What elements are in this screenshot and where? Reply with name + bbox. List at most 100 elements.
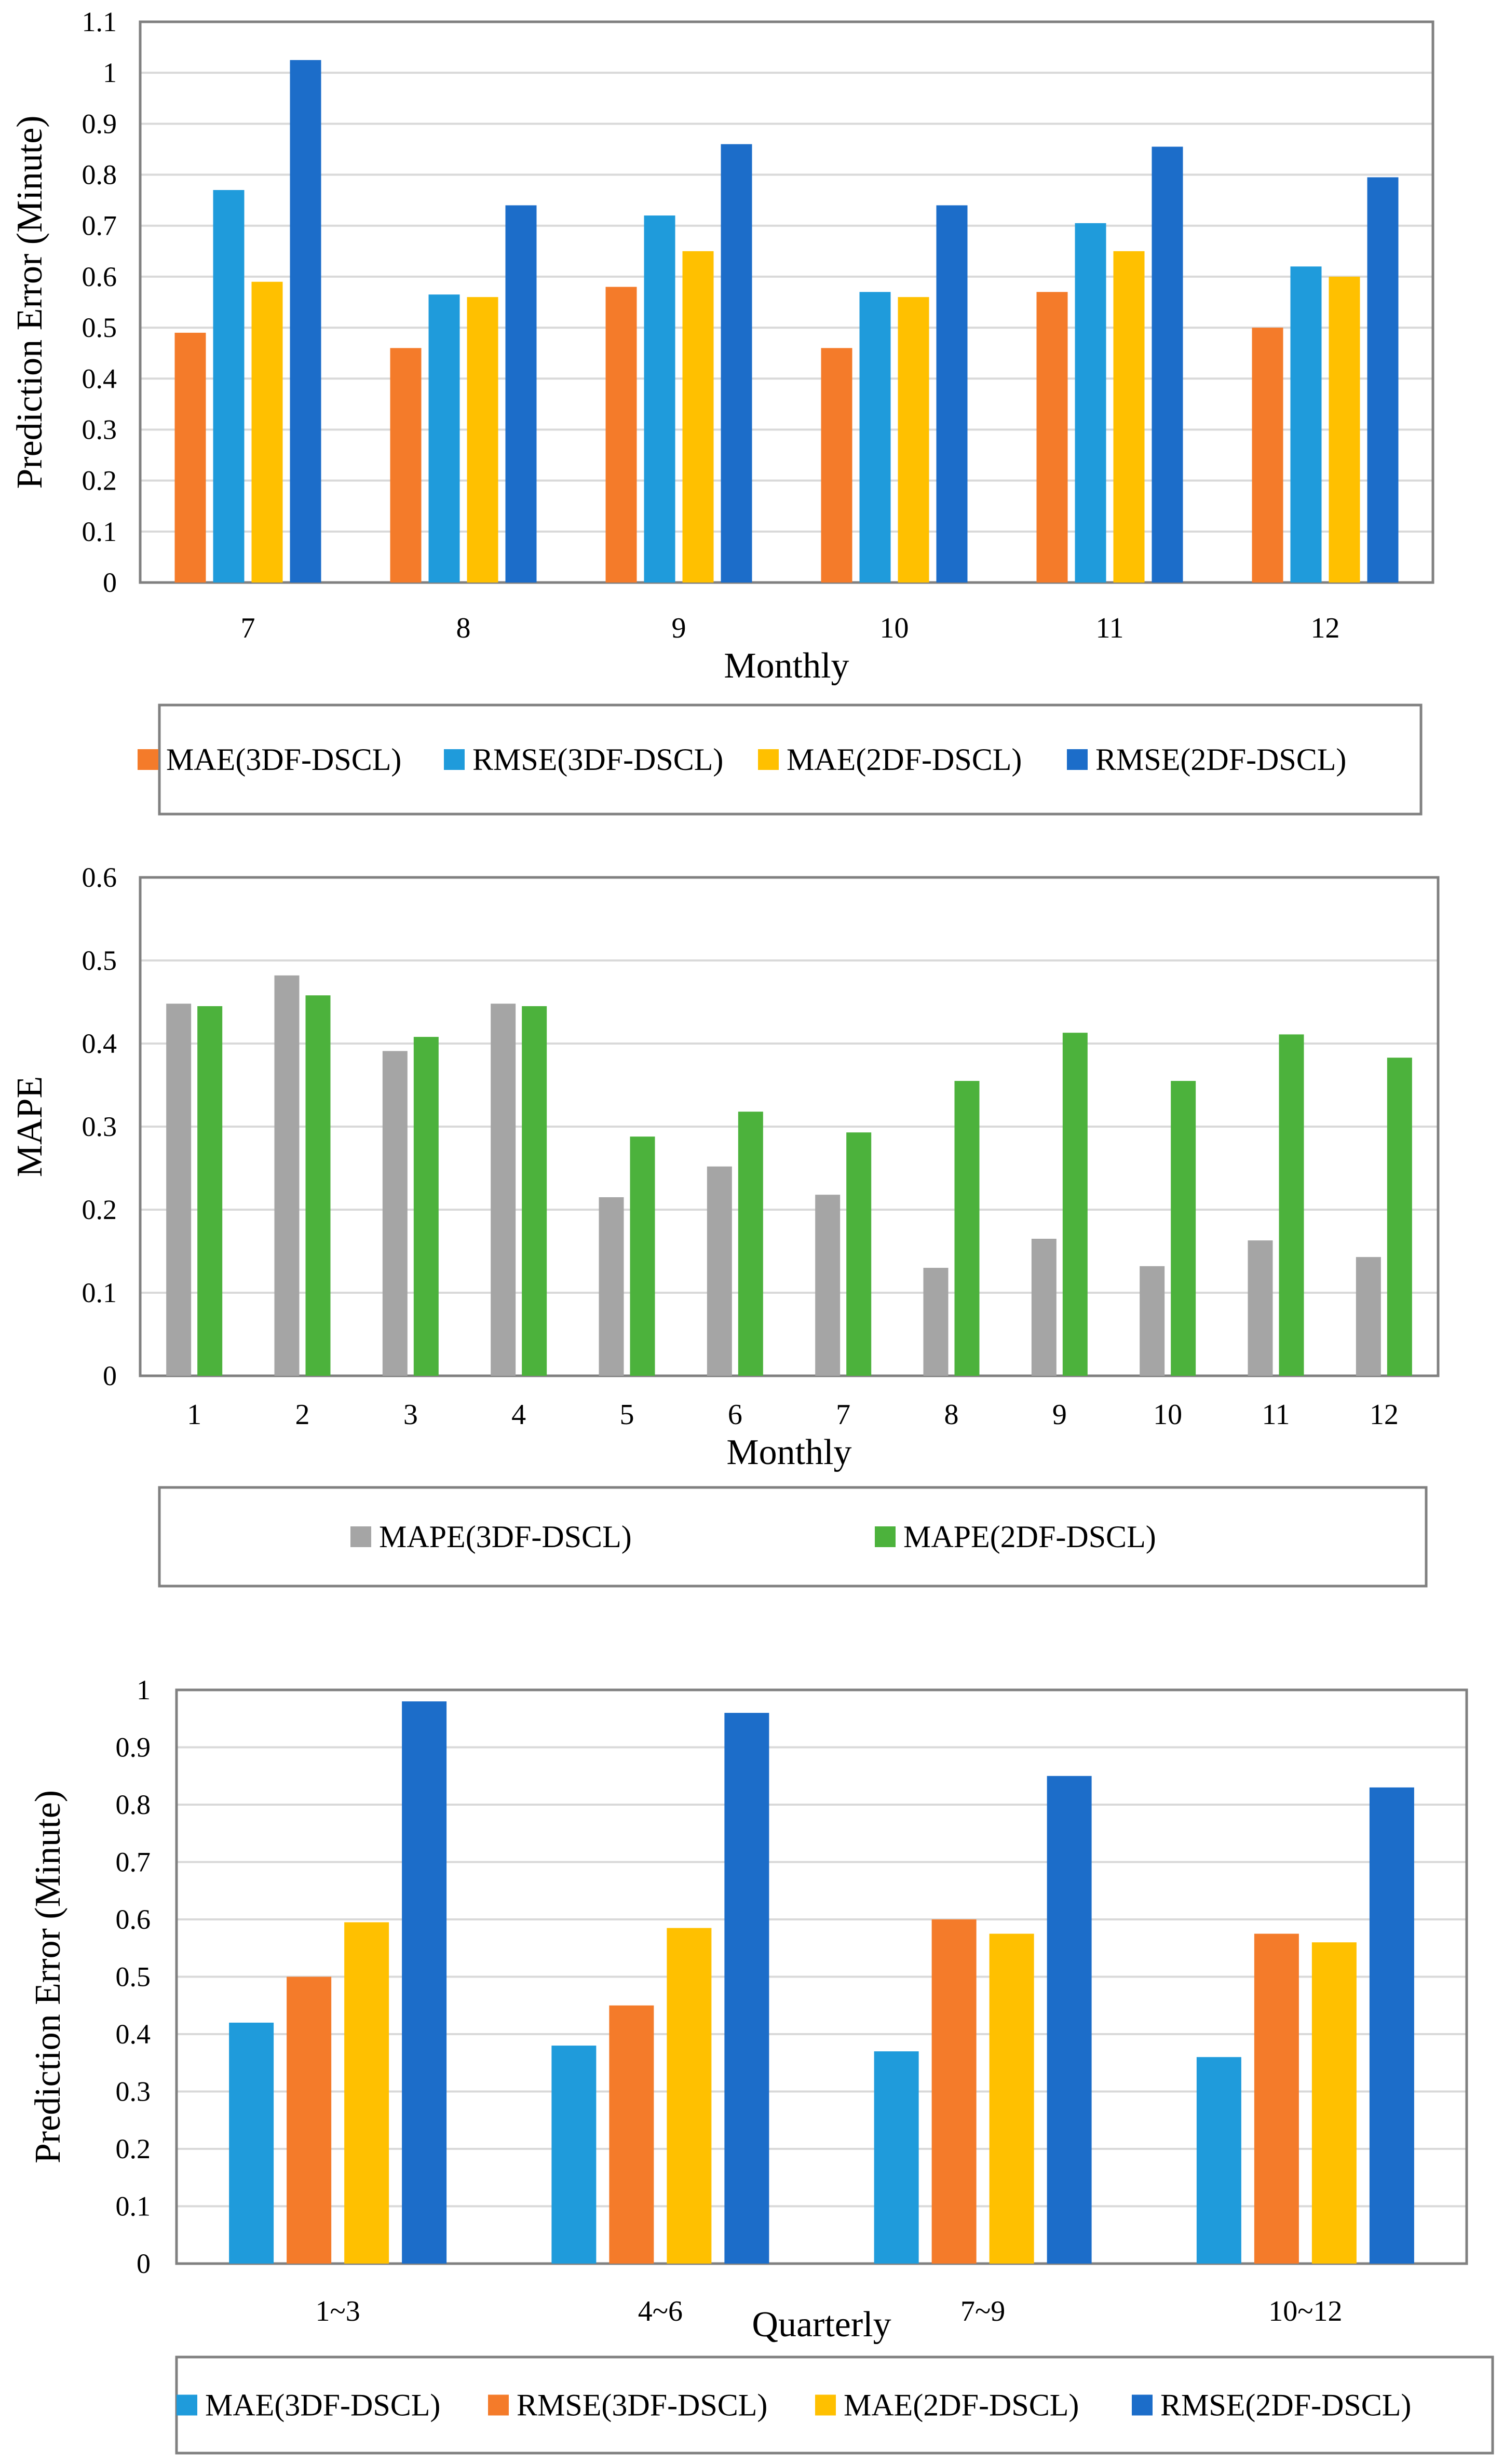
x-tick-label: 8: [456, 612, 471, 644]
legend-label: MAE(3DF-DSCL): [166, 742, 401, 777]
bar: [1254, 1933, 1299, 2264]
bar: [605, 287, 637, 583]
bar: [1311, 1942, 1357, 2264]
legend-label: MAPE(3DF-DSCL): [379, 1520, 632, 1554]
bar: [667, 1928, 712, 2264]
x-tick-label: 12: [1311, 612, 1340, 644]
bar: [931, 1919, 977, 2264]
y-tick-label: 0.4: [82, 1028, 117, 1059]
bar: [1062, 1033, 1088, 1376]
bar: [1036, 292, 1068, 583]
bar: [287, 1976, 332, 2264]
bar: [707, 1166, 732, 1376]
x-axis-title: Monthly: [724, 646, 849, 686]
y-tick-label: 0.9: [82, 108, 117, 139]
y-tick-label: 0.1: [116, 2191, 151, 2222]
y-tick-label: 0.3: [82, 1111, 117, 1142]
x-tick-label: 1~3: [315, 2295, 360, 2327]
legend-label: MAPE(2DF-DSCL): [903, 1520, 1156, 1554]
y-tick-label: 0.2: [82, 465, 117, 496]
bar: [491, 1004, 516, 1376]
bar: [1367, 177, 1399, 583]
x-tick-label: 10: [880, 612, 909, 644]
bar: [1279, 1034, 1304, 1376]
y-tick-label: 0.7: [116, 1847, 151, 1878]
y-tick-label: 1.1: [82, 6, 117, 37]
legend-label: MAE(2DF-DSCL): [787, 742, 1022, 777]
bar: [1196, 2057, 1241, 2264]
y-axis-title: Prediction Error (Minute): [28, 1790, 68, 2163]
legend-swatch: [177, 2394, 197, 2416]
x-axis-title: Monthly: [726, 1432, 851, 1472]
bar: [898, 297, 929, 583]
legend-label: RMSE(3DF-DSCL): [472, 742, 723, 777]
x-tick-label: 10~12: [1268, 2295, 1342, 2327]
bar: [1248, 1240, 1273, 1376]
y-tick-label: 0.6: [82, 261, 117, 292]
bar: [609, 2005, 654, 2264]
x-axis-title: Quarterly: [752, 2305, 891, 2345]
x-tick-label: 7: [836, 1399, 850, 1431]
y-tick-label: 0.5: [82, 945, 117, 976]
y-axis-title: MAPE: [10, 1076, 50, 1177]
bar: [290, 60, 321, 583]
legend-swatch: [1132, 2394, 1153, 2416]
y-tick-label: 0.1: [82, 1277, 117, 1308]
bar: [821, 348, 852, 583]
bar: [229, 2022, 274, 2264]
bar: [522, 1006, 547, 1376]
bar: [1356, 1257, 1381, 1376]
bar: [1171, 1081, 1196, 1376]
y-tick-label: 0: [137, 2248, 151, 2279]
legend-label: RMSE(2DF-DSCL): [1160, 2388, 1411, 2422]
bar: [1252, 328, 1283, 583]
bar: [344, 1922, 389, 2264]
bar: [599, 1197, 624, 1376]
legend-swatch: [875, 1526, 896, 1547]
y-tick-label: 0: [103, 1360, 117, 1391]
y-tick-label: 0.3: [116, 2076, 151, 2107]
x-tick-label: 2: [295, 1399, 310, 1431]
bar: [1369, 1787, 1414, 2264]
y-tick-label: 0.7: [82, 210, 117, 241]
y-tick-label: 0.4: [116, 2019, 151, 2050]
bar: [505, 205, 537, 583]
x-tick-label: 8: [944, 1399, 959, 1431]
legend-swatch: [1067, 749, 1088, 770]
bar: [1152, 146, 1183, 583]
bar: [954, 1081, 980, 1376]
y-tick-label: 0.6: [116, 1904, 151, 1935]
bar: [1329, 276, 1360, 583]
x-tick-label: 4: [511, 1399, 526, 1431]
bar: [1031, 1239, 1057, 1376]
bar: [1113, 251, 1145, 583]
x-tick-label: 3: [403, 1399, 418, 1431]
y-tick-label: 0.8: [82, 159, 117, 191]
y-tick-label: 1: [103, 57, 117, 88]
bar: [936, 205, 968, 583]
y-tick-label: 0.1: [82, 516, 117, 547]
legend-swatch: [815, 2394, 836, 2416]
x-tick-label: 4~6: [638, 2295, 683, 2327]
bar: [274, 975, 300, 1376]
y-tick-label: 0.8: [116, 1789, 151, 1820]
bar: [382, 1051, 408, 1376]
legend-label: MAE(2DF-DSCL): [844, 2388, 1079, 2422]
bar: [874, 2051, 919, 2264]
legend-swatch: [444, 749, 465, 770]
legend-box: [158, 703, 1423, 816]
chart-monthly-prediction-error: 0 0.1 0.2 0.3 0.4 0.5 0.6 0.7 0.8 0.9 1 1.1 7 8 9 10 11 1…: [10, 6, 1434, 816]
bar: [923, 1268, 949, 1376]
bar: [859, 292, 891, 583]
bar: [213, 190, 245, 583]
bar: [1140, 1266, 1165, 1376]
bar: [846, 1132, 872, 1376]
bar: [166, 1004, 192, 1376]
bar: [644, 215, 675, 583]
bar: [815, 1195, 841, 1376]
plot-border: [139, 20, 1434, 584]
y-tick-label: 0.6: [82, 862, 117, 893]
x-tick-label: 6: [728, 1399, 742, 1431]
x-tick-label: 7: [241, 612, 255, 644]
